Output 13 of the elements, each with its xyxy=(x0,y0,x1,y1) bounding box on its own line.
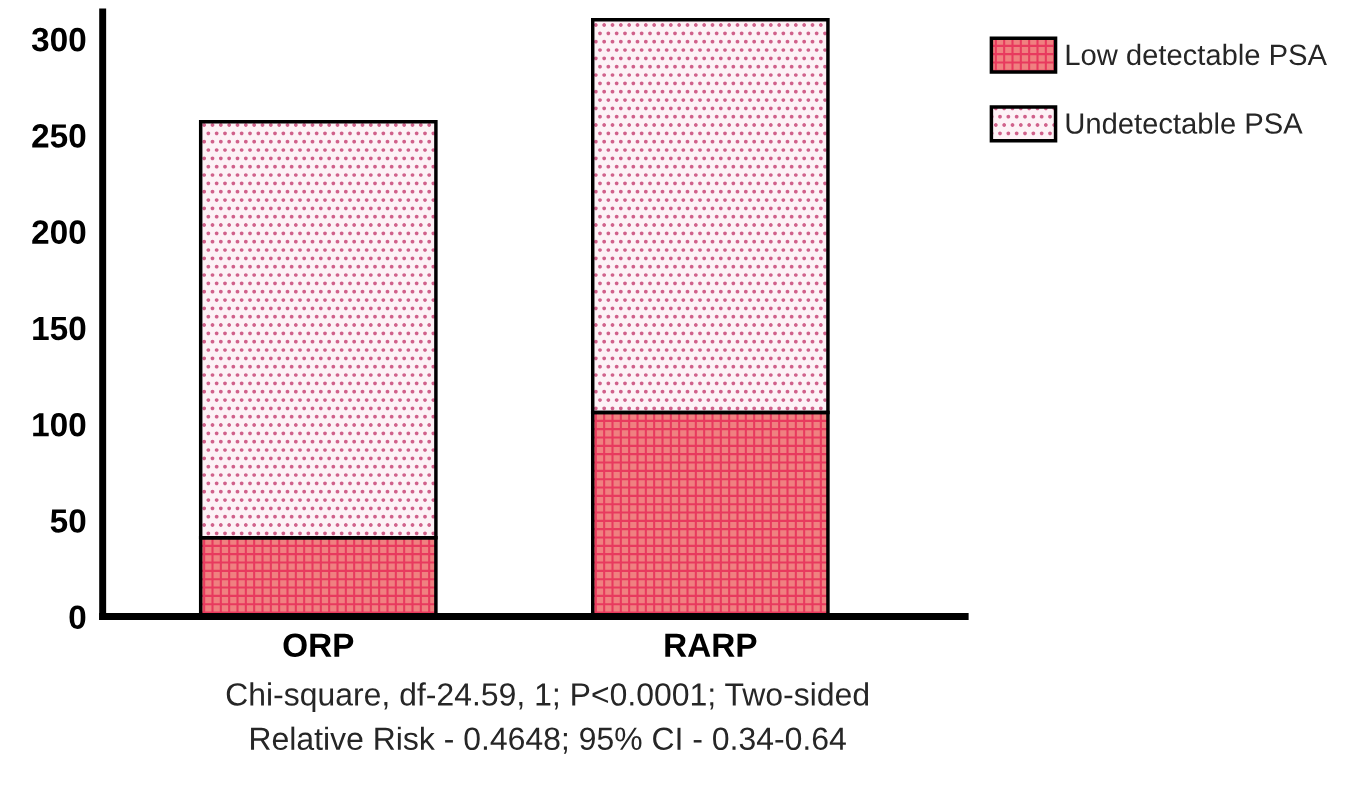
legend-label: Undetectable PSA xyxy=(1066,112,1303,134)
legend-label: Low detectable PSA xyxy=(1066,43,1327,66)
y-tick-label: 150 xyxy=(33,316,86,341)
y-tick-label: 250 xyxy=(32,124,86,148)
y-tick-label: 50 xyxy=(50,509,86,533)
y-tick-label: 0 xyxy=(69,605,86,629)
y-tick-label: 300 xyxy=(31,27,86,52)
x-tick-label: ORP xyxy=(283,633,354,658)
text: Relative Risk - 0.4648; 95% CI - 0.34-0.64 xyxy=(251,726,846,754)
y-tick-label: 200 xyxy=(32,220,86,244)
text: Chi-square, df-24.59, 1; P<0.0001; Two-sided xyxy=(226,682,869,713)
x-tick-label: RARP xyxy=(665,633,757,657)
y-tick-label: 100 xyxy=(33,412,86,437)
